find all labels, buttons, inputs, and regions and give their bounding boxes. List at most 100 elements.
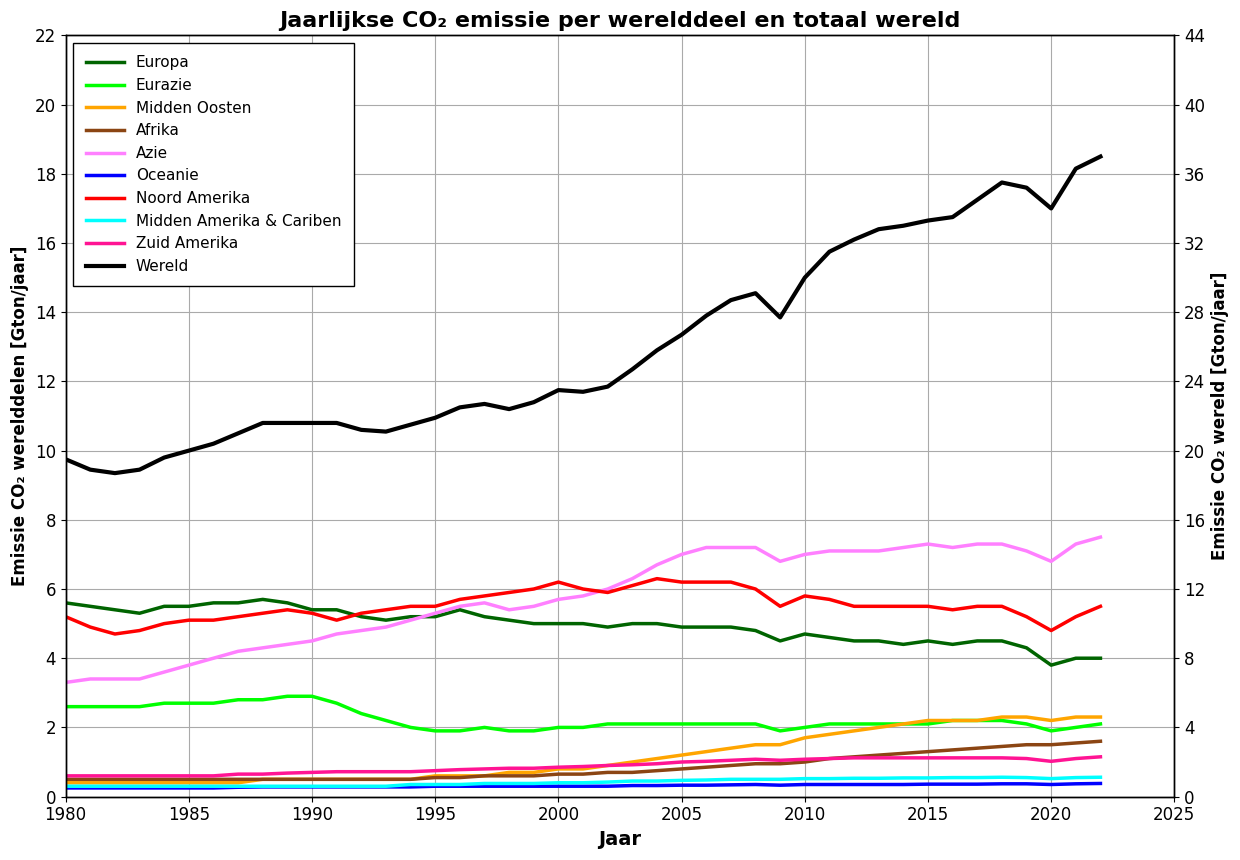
- Midden Amerika & Cariben: [872, 773, 887, 783]
- Midden Amerika & Cariben: [723, 774, 738, 784]
- Eurazie: [1044, 726, 1059, 736]
- Zuid Amerika: [994, 752, 1009, 763]
- Line: Oceanie: Oceanie: [66, 783, 1100, 788]
- Noord Amerika: [551, 577, 565, 587]
- Azie: [477, 598, 492, 608]
- Noord Amerika: [353, 608, 368, 618]
- Noord Amerika: [378, 605, 393, 615]
- Midden Oosten: [822, 729, 837, 740]
- Zuid Amerika: [156, 771, 171, 781]
- Legend: Europa, Eurazie, Midden Oosten, Afrika, Azie, Oceanie, Noord Amerika, Midden Ame: Europa, Eurazie, Midden Oosten, Afrika, …: [73, 43, 353, 286]
- Oceanie: [920, 779, 935, 789]
- Zuid Amerika: [797, 754, 812, 765]
- Afrika: [453, 772, 467, 783]
- Afrika: [403, 774, 418, 784]
- Wereld: [133, 464, 148, 475]
- Azie: [378, 622, 393, 632]
- Midden Amerika & Cariben: [897, 773, 911, 783]
- Europa: [675, 622, 689, 632]
- Noord Amerika: [920, 601, 935, 611]
- Zuid Amerika: [1044, 756, 1059, 766]
- Noord Amerika: [255, 608, 270, 618]
- Noord Amerika: [453, 594, 467, 605]
- Midden Amerika & Cariben: [625, 776, 640, 786]
- Eurazie: [477, 722, 492, 733]
- Zuid Amerika: [502, 763, 517, 773]
- Noord Amerika: [723, 577, 738, 587]
- Title: Jaarlijkse CO₂ emissie per werelddeel en totaal wereld: Jaarlijkse CO₂ emissie per werelddeel en…: [279, 11, 961, 31]
- Azie: [551, 594, 565, 605]
- Line: Afrika: Afrika: [66, 741, 1100, 779]
- Eurazie: [108, 702, 123, 712]
- Azie: [600, 584, 615, 594]
- Wereld: [625, 364, 640, 374]
- Midden Oosten: [675, 750, 689, 760]
- Afrika: [231, 774, 246, 784]
- Azie: [650, 560, 665, 570]
- Europa: [83, 601, 98, 611]
- Europa: [920, 636, 935, 646]
- Wereld: [872, 224, 887, 235]
- Azie: [133, 674, 148, 685]
- Azie: [428, 608, 443, 618]
- Wereld: [748, 288, 763, 298]
- Midden Amerika & Cariben: [353, 781, 368, 791]
- Afrika: [1069, 738, 1084, 748]
- Wereld: [847, 235, 862, 245]
- Wereld: [526, 397, 541, 408]
- Afrika: [625, 767, 640, 777]
- Europa: [1019, 642, 1034, 653]
- Midden Oosten: [723, 743, 738, 753]
- Azie: [83, 674, 98, 685]
- Eurazie: [231, 695, 246, 705]
- Europa: [403, 611, 418, 622]
- Afrika: [600, 767, 615, 777]
- Azie: [1044, 556, 1059, 567]
- Oceanie: [1092, 778, 1107, 789]
- Oceanie: [453, 781, 467, 791]
- Afrika: [897, 748, 911, 759]
- Oceanie: [58, 783, 73, 793]
- Zuid Amerika: [231, 769, 246, 779]
- Afrika: [575, 769, 590, 779]
- Midden Oosten: [477, 771, 492, 781]
- Eurazie: [353, 709, 368, 719]
- Zuid Amerika: [575, 761, 590, 771]
- Midden Amerika & Cariben: [526, 778, 541, 789]
- Wereld: [1019, 182, 1034, 193]
- Midden Amerika & Cariben: [699, 775, 714, 785]
- Europa: [994, 636, 1009, 646]
- Oceanie: [600, 781, 615, 791]
- Midden Amerika & Cariben: [181, 781, 196, 791]
- Midden Oosten: [280, 774, 295, 784]
- Europa: [477, 611, 492, 622]
- Midden Oosten: [206, 777, 221, 788]
- Azie: [181, 660, 196, 670]
- Noord Amerika: [675, 577, 689, 587]
- Afrika: [378, 774, 393, 784]
- Noord Amerika: [625, 580, 640, 591]
- Oceanie: [773, 780, 787, 790]
- Azie: [453, 601, 467, 611]
- Eurazie: [255, 695, 270, 705]
- Noord Amerika: [403, 601, 418, 611]
- Eurazie: [600, 719, 615, 729]
- Noord Amerika: [994, 601, 1009, 611]
- Midden Oosten: [83, 777, 98, 788]
- Zuid Amerika: [872, 752, 887, 763]
- Midden Oosten: [1092, 712, 1107, 722]
- Zuid Amerika: [206, 771, 221, 781]
- Eurazie: [58, 702, 73, 712]
- Zuid Amerika: [329, 766, 343, 777]
- Azie: [675, 550, 689, 560]
- Oceanie: [353, 782, 368, 792]
- Eurazie: [675, 719, 689, 729]
- Wereld: [1044, 203, 1059, 213]
- Eurazie: [428, 726, 443, 736]
- Noord Amerika: [280, 605, 295, 615]
- Midden Amerika & Cariben: [83, 781, 98, 791]
- Midden Amerika & Cariben: [255, 781, 270, 791]
- Afrika: [280, 774, 295, 784]
- Azie: [773, 556, 787, 567]
- Eurazie: [822, 719, 837, 729]
